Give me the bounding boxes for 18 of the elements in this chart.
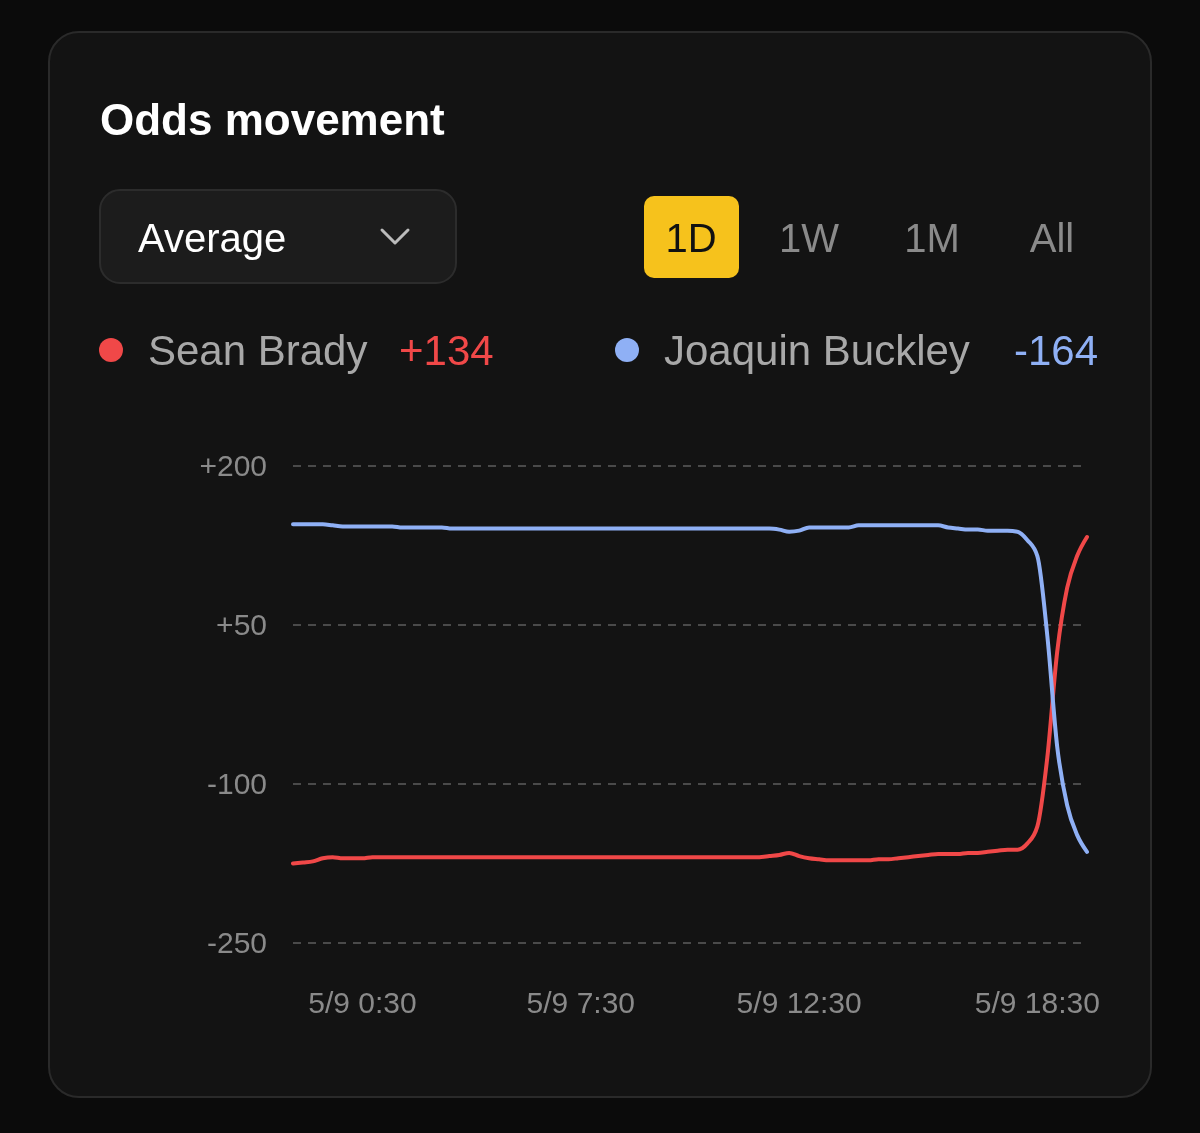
x-tick-label: 5/9 18:30 <box>974 986 1100 1019</box>
y-tick-label: -250 <box>206 926 267 959</box>
text: -164 <box>1014 327 1099 374</box>
x-tick-label: 5/9 7:30 <box>526 986 636 1019</box>
x-tick-label: 5/9 12:30 <box>736 986 862 1019</box>
chart-title: Odds movement <box>100 95 446 144</box>
average-dropdown: Average <box>99 189 457 284</box>
text: All <box>1029 216 1075 260</box>
x-tick-label: 5/9 0:30 <box>308 986 417 1019</box>
legend-label: Joaquin Buckley <box>664 327 970 374</box>
text: 1M <box>904 216 960 260</box>
text: 1D <box>665 216 717 260</box>
y-tick-label: -100 <box>206 767 267 800</box>
legend-label: Sean Brady <box>148 327 368 374</box>
text: 1W <box>779 216 840 260</box>
y-tick-label: +50 <box>216 608 267 641</box>
text: +134 <box>399 327 494 374</box>
y-tick-label: +200 <box>199 449 267 482</box>
